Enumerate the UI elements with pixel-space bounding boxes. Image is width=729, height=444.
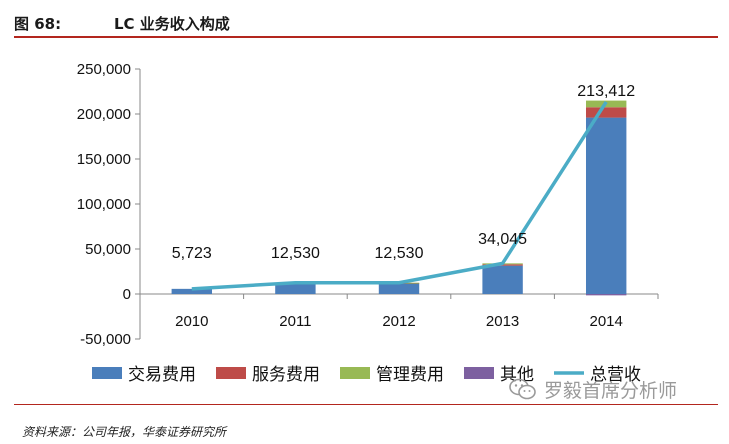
footer: 资料来源：公司年报，华泰证券研究所: [14, 404, 718, 444]
data-label: 213,412: [577, 83, 635, 100]
x-tick-label: 2010: [175, 313, 208, 330]
x-tick-label: 2012: [382, 313, 415, 330]
legend-label: 交易费用: [128, 365, 196, 384]
bar-segment: [171, 288, 213, 294]
x-tick-label: 2013: [486, 313, 519, 330]
y-tick-label: 250,000: [77, 61, 131, 78]
source-note: 资料来源：公司年报，华泰证券研究所: [22, 425, 227, 439]
y-tick-label: 0: [123, 286, 131, 303]
legend-swatch: [92, 367, 122, 379]
legend-label: 管理费用: [376, 365, 444, 384]
watermark: 罗毅首席分析师: [508, 373, 677, 405]
data-label: 34,045: [478, 231, 527, 248]
data-label: 12,530: [375, 245, 424, 262]
x-tick-label: 2011: [279, 313, 311, 330]
data-label: 12,530: [271, 245, 320, 262]
y-tick-label: 100,000: [77, 196, 131, 213]
figure-title: LC 业务收入构成: [114, 15, 230, 33]
figure-header: 图 68: LC 业务收入构成: [14, 10, 718, 38]
bar-segment: [378, 283, 420, 294]
total-revenue-line: [191, 100, 608, 291]
bar-segment: [585, 294, 627, 296]
bar-segment: [585, 117, 627, 294]
y-tick-label: 200,000: [77, 106, 131, 123]
legend-label: 总营收: [590, 365, 641, 384]
wechat-icon: [509, 378, 536, 400]
bar-segment: [585, 107, 627, 118]
legend-swatch: [340, 367, 370, 379]
bar-segment: [482, 265, 523, 294]
y-tick-label: 150,000: [77, 151, 131, 168]
legend-swatch: [216, 367, 246, 379]
legend-label: 服务费用: [252, 365, 320, 384]
legend-label: 其他: [500, 365, 534, 384]
watermark-text: 罗毅首席分析师: [544, 379, 678, 402]
x-tick-label: 2014: [590, 313, 623, 330]
data-label: 5,723: [172, 245, 212, 262]
y-tick-label: 50,000: [85, 241, 131, 258]
y-tick-label: -50,000: [80, 331, 131, 348]
bar-segment: [275, 284, 316, 294]
figure-label: 图 68:: [14, 15, 62, 33]
legend-swatch: [464, 367, 494, 379]
